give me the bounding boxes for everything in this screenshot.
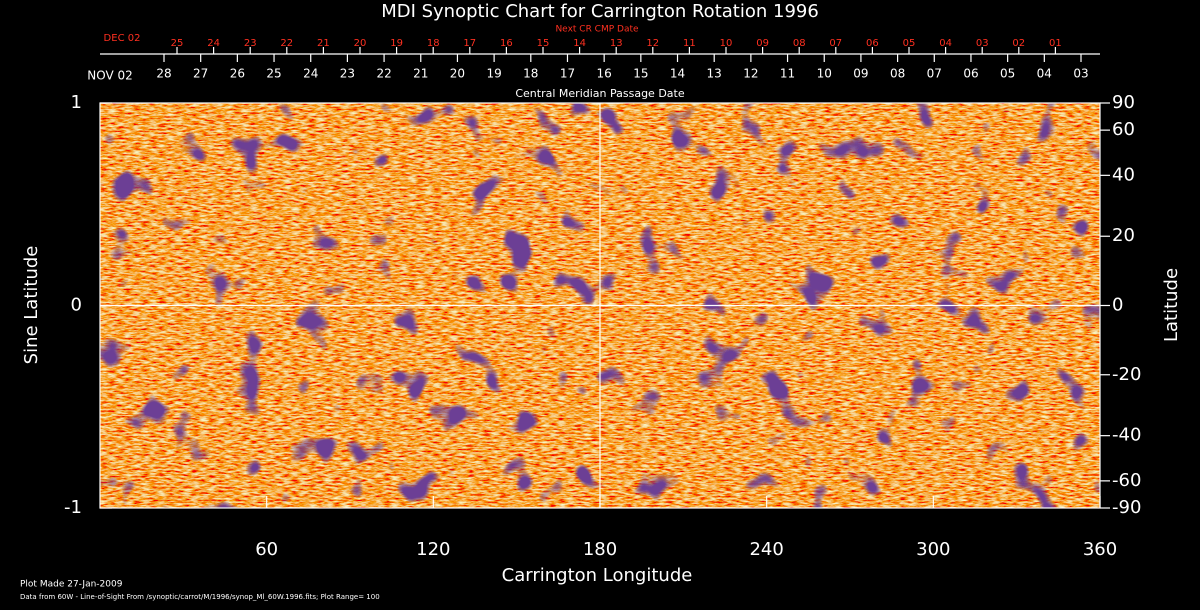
y2-tick-label: 0 [1112,295,1123,316]
top-tick-label: 13 [707,67,722,81]
x-tick-label: 120 [416,539,450,560]
x-tick-label: 360 [1083,539,1117,560]
top-tick-label: 07 [927,67,942,81]
next-tick-label: 14 [573,38,586,49]
top-tick-label: 08 [890,67,905,81]
y-axis-label: Sine Latitude [21,246,42,365]
x-tick-label: 240 [749,539,783,560]
top-tick-label: 06 [963,67,978,81]
next-tick-label: 07 [829,38,842,49]
next-tick-label: 16 [500,38,513,49]
top-tick-label: 11 [780,67,795,81]
next-axis-start: DEC 02 [104,33,141,44]
y2-tick-label: -90 [1112,497,1141,518]
top-tick-label: 26 [230,67,245,81]
chart-title: MDI Synoptic Chart for Carrington Rotati… [381,1,819,22]
top-tick-label: 10 [817,67,832,81]
y2-tick-label: 20 [1112,225,1135,246]
top-tick-label: 27 [193,67,208,81]
top-axis-start: NOV 02 [87,69,133,83]
top-tick-label: 14 [670,67,685,81]
y2-tick-label: -40 [1112,425,1141,446]
top-tick-label: 25 [266,67,281,81]
top-tick-label: 21 [413,67,428,81]
next-axis-label: Next CR CMP Date [555,25,639,35]
next-tick-label: 08 [793,38,806,49]
x-tick-label: 300 [916,539,950,560]
top-tick-label: 22 [376,67,391,81]
footer-line: Plot Made 27-Jan-2009 [20,580,123,590]
next-tick-label: 17 [463,38,476,49]
next-tick-label: 18 [427,38,440,49]
top-axis-label: Central Meridian Passage Date [515,87,684,100]
y2-tick-label: 60 [1112,119,1135,140]
top-tick-label: 04 [1037,67,1052,81]
y2-tick-label: 40 [1112,164,1135,185]
top-tick-label: 28 [156,67,171,81]
top-tick-label: 17 [560,67,575,81]
next-tick-label: 22 [280,38,293,49]
next-tick-label: 02 [1012,38,1025,49]
y2-tick-label: -60 [1112,470,1141,491]
next-tick-label: 25 [171,38,184,49]
x-axis-label: Carrington Longitude [502,565,693,586]
top-tick-label: 09 [853,67,868,81]
top-tick-label: 03 [1073,67,1088,81]
y2-tick-label: 90 [1112,92,1135,113]
y-tick-label: 0 [71,295,82,316]
next-tick-label: 06 [866,38,879,49]
next-tick-label: 13 [610,38,623,49]
next-tick-label: 10 [720,38,733,49]
y2-tick-label: -20 [1112,364,1141,385]
top-tick-label: 18 [523,67,538,81]
top-tick-label: 19 [486,67,501,81]
y-tick-label: 1 [71,92,82,113]
y-tick-label: -1 [64,497,82,518]
next-tick-label: 20 [354,38,367,49]
top-tick-label: 12 [743,67,758,81]
next-tick-label: 21 [317,38,330,49]
y2-axis-label: Latitude [1161,268,1182,342]
next-tick-label: 09 [756,38,769,49]
next-tick-label: 04 [939,38,952,49]
x-tick-label: 180 [583,539,617,560]
top-tick-label: 20 [450,67,465,81]
top-tick-label: 16 [597,67,612,81]
next-tick-label: 24 [207,38,220,49]
top-tick-label: 24 [303,67,318,81]
next-tick-label: 15 [537,38,550,49]
top-tick-label: 05 [1000,67,1015,81]
next-tick-label: 23 [244,38,257,49]
next-tick-label: 11 [683,38,696,49]
top-tick-label: 15 [633,67,648,81]
next-tick-label: 19 [390,38,403,49]
next-tick-label: 05 [903,38,916,49]
footer-line: Data from 60W - Line-of-Sight From /syno… [20,593,380,601]
next-tick-label: 12 [646,38,659,49]
next-tick-label: 03 [976,38,989,49]
x-tick-label: 60 [255,539,278,560]
next-tick-label: 01 [1049,38,1062,49]
top-tick-label: 23 [340,67,355,81]
